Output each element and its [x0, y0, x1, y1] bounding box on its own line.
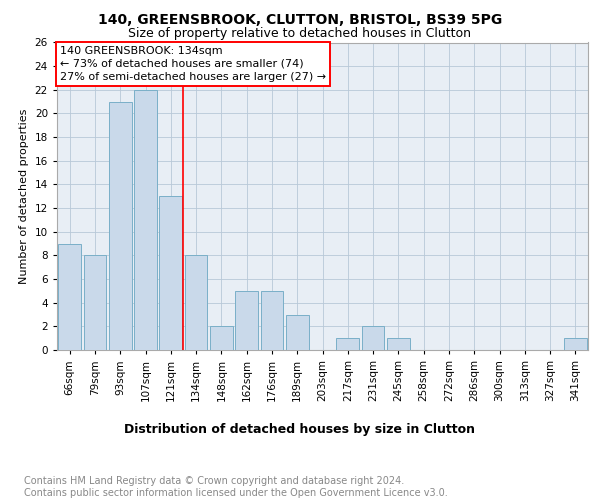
Text: Size of property relative to detached houses in Clutton: Size of property relative to detached ho… [128, 28, 472, 40]
Bar [210, 326, 233, 350]
Bar [109, 102, 131, 350]
Y-axis label: Number of detached properties: Number of detached properties [19, 108, 29, 284]
Bar [83, 256, 106, 350]
Bar [260, 291, 283, 350]
Bar [337, 338, 359, 350]
Text: Distribution of detached houses by size in Clutton: Distribution of detached houses by size … [125, 422, 476, 436]
Bar [185, 256, 208, 350]
Bar [58, 244, 81, 350]
Bar [564, 338, 587, 350]
Bar [160, 196, 182, 350]
Text: 140, GREENSBROOK, CLUTTON, BRISTOL, BS39 5PG: 140, GREENSBROOK, CLUTTON, BRISTOL, BS39… [98, 12, 502, 26]
Bar [235, 291, 258, 350]
Text: Contains HM Land Registry data © Crown copyright and database right 2024.
Contai: Contains HM Land Registry data © Crown c… [24, 476, 448, 498]
Bar [286, 314, 308, 350]
Text: 140 GREENSBROOK: 134sqm
← 73% of detached houses are smaller (74)
27% of semi-de: 140 GREENSBROOK: 134sqm ← 73% of detache… [59, 46, 326, 82]
Bar [134, 90, 157, 350]
Bar [362, 326, 385, 350]
Bar [387, 338, 410, 350]
